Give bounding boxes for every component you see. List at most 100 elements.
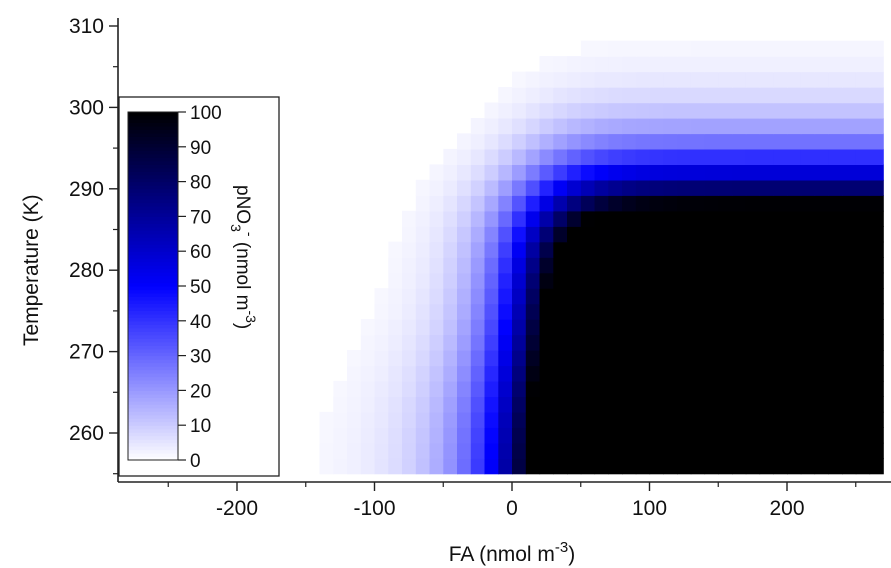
heat-cell-424 [732,303,747,320]
heat-cell-924 [828,71,843,88]
heat-cell-152 [718,411,733,428]
heat-cell-34 [787,458,802,475]
heat-cell-313 [759,350,774,367]
heat-cell-461 [732,288,747,305]
heat-cell-311 [732,350,747,367]
heat-cell-59 [567,442,582,459]
heat-cell-599 [663,226,678,243]
heat-cell-232 [718,380,733,397]
heat-cell-28 [704,458,719,475]
heat-cell-81 [869,442,884,459]
heat-cell-890 [732,87,747,104]
heat-cell-601 [690,226,706,243]
heat-cell-706 [718,179,733,196]
heat-cell-9 [443,458,458,475]
heat-cell-634 [663,210,678,227]
heat-cell-874 [512,87,527,104]
heat-cell-755 [498,148,513,165]
colorbar-band [128,439,178,444]
heat-cell-654 [470,195,486,212]
heat-cell-562 [635,241,651,258]
heat-cell-142 [580,411,596,428]
heat-cell-504 [828,272,843,289]
heat-cell-401 [415,303,431,320]
heat-cell-221 [567,380,582,397]
heat-cell-850 [567,102,582,119]
heat-cell-615 [402,210,417,227]
heat-cell-302 [608,350,623,367]
heat-cell-944 [759,56,774,73]
heat-cell-198 [800,396,816,413]
heat-cell-281 [855,365,871,382]
heat-cell-934 [622,56,637,73]
heat-cell-659 [539,195,554,212]
heat-cell-195 [759,396,774,413]
heat-cell-123 [319,411,334,428]
heat-cell-6 [402,458,417,475]
heat-cell-31 [745,458,761,475]
heat-cell-446 [525,288,541,305]
heat-cell-162 [855,411,871,428]
heat-cell-587 [498,226,513,243]
colorbar-band [128,432,178,437]
heat-cell-951 [855,56,871,73]
heat-cell-343 [649,334,664,351]
heat-cell-907 [594,71,609,88]
heat-cell-332 [498,334,513,351]
heat-cell-219 [539,380,554,397]
heat-cell-255 [498,365,513,382]
heat-cell-559 [594,241,609,258]
heat-cell-447 [539,288,554,305]
colorbar-band [128,171,178,176]
colorbar-band [128,160,178,165]
heat-cell-563 [649,241,664,258]
heat-cell-103 [608,427,623,444]
colorbar-band [128,164,178,169]
heat-cell-287 [402,350,417,367]
heat-cell-490 [635,272,651,289]
heat-cell-487 [594,272,609,289]
heat-cell-883 [635,87,651,104]
heat-cell-847 [525,102,541,119]
heat-cell-665 [622,195,637,212]
heat-cell-222 [580,380,596,397]
heat-cell-952 [869,56,884,73]
colorbar-tick-label-70: 70 [190,207,211,228]
heat-cell-214 [470,380,486,397]
heat-cell-671 [704,195,719,212]
heat-cell-212 [443,380,458,397]
heat-cell-576 [828,241,843,258]
colorbar-title: pNO3- (nmol m-3) [228,185,259,329]
heat-cell-396 [855,319,871,336]
heat-cell-646 [828,210,843,227]
colorbar-band [128,355,178,360]
heat-cell-734 [649,164,664,181]
heat-cell-489 [622,272,637,289]
heat-cell-759 [553,148,568,165]
heat-cell-26 [677,458,692,475]
colorbar-band [128,136,178,141]
heat-cell-824 [608,118,623,135]
heat-cell-346 [690,334,706,351]
heat-cell-324 [388,334,403,351]
heat-cell-697 [594,179,609,196]
heat-cell-556 [553,241,568,258]
heat-cell-268 [677,365,692,382]
heat-cell-335 [539,334,554,351]
heat-cell-362 [388,319,403,336]
heat-cell-207 [374,380,389,397]
heat-cell-541 [842,257,857,274]
heat-cell-719 [443,164,458,181]
heat-cell-764 [622,148,637,165]
heat-cell-433 [855,303,871,320]
heat-cell-334 [525,334,541,351]
heat-cell-672 [718,195,733,212]
heat-cell-823 [594,118,609,135]
y-tick-label-300: 300 [69,96,104,119]
heat-cell-186 [635,396,651,413]
heat-cell-388 [745,319,761,336]
heat-cell-45 [374,442,389,459]
heat-cell-44 [360,442,376,459]
heat-cell-642 [773,210,788,227]
heat-cell-80 [855,442,871,459]
